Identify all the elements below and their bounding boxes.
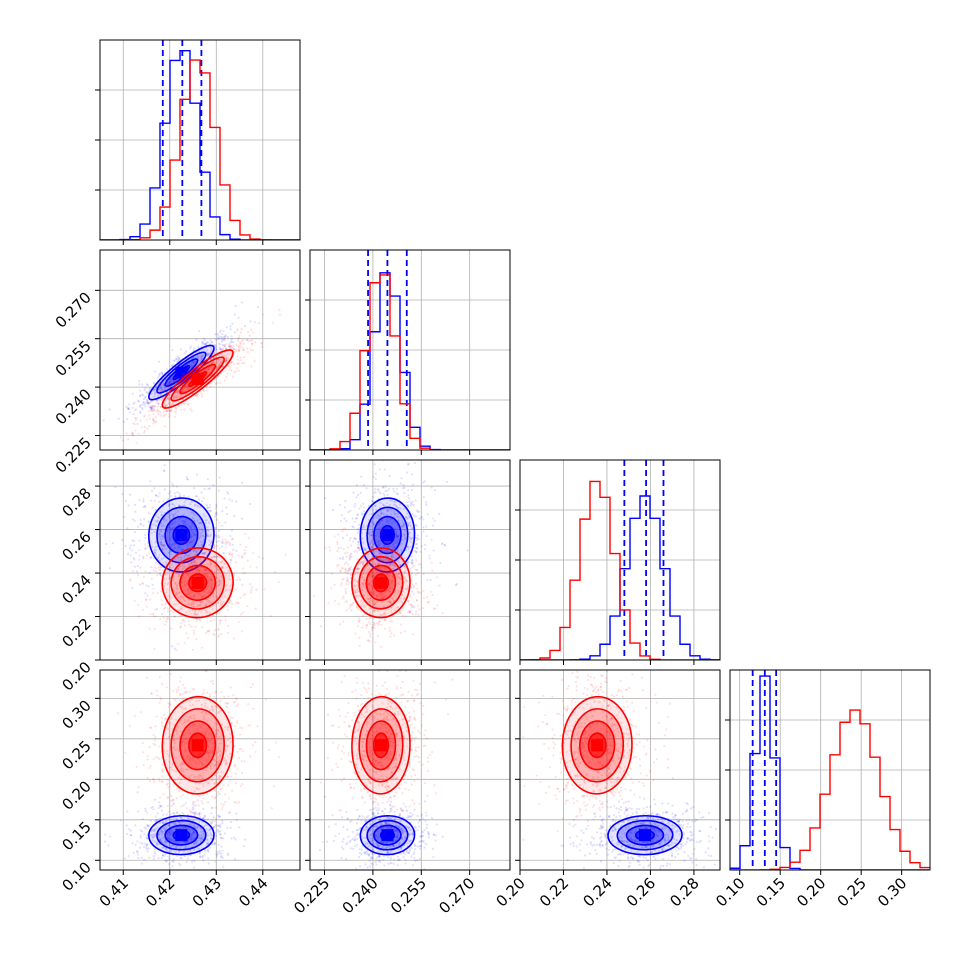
panel-frame: [99, 669, 301, 871]
density-peak: [175, 366, 188, 379]
panel-2-1: [305, 459, 511, 665]
x-tick-label: 0.22: [536, 874, 572, 910]
y-tick-label: 0.20: [58, 658, 94, 694]
y-tick-label: 0.15: [58, 818, 94, 854]
panel-1-1: [305, 249, 511, 455]
panel-frame: [519, 669, 721, 871]
density-peak: [381, 829, 394, 842]
x-tick-label: 0.25: [834, 874, 870, 910]
density-peak: [374, 739, 387, 752]
x-tick-label: 0.15: [753, 874, 789, 910]
scatter-points: [312, 503, 444, 648]
panel-frame: [309, 669, 511, 871]
histogram-step: [100, 49, 300, 240]
y-tick-label: 0.270: [52, 288, 95, 331]
panel-2-2: [515, 459, 721, 665]
panel-frame: [99, 459, 301, 661]
histogram-step: [520, 480, 720, 660]
density-peak: [374, 576, 387, 589]
density-peak: [591, 739, 604, 752]
density-peak: [175, 829, 188, 842]
y-tick-label: 0.225: [52, 434, 95, 477]
density-peak: [175, 529, 188, 541]
y-tick-label: 0.24: [58, 571, 94, 607]
panel-3-2: 0.20 0.22 0.24 0.26 0.28: [492, 669, 721, 910]
x-tick-label: 0.43: [189, 874, 225, 910]
x-tick-label: 0.240: [339, 874, 382, 917]
x-tick-label: 0.42: [142, 874, 178, 910]
y-tick-label: 0.240: [52, 385, 95, 428]
panel-0-0: [95, 39, 301, 245]
scatter-points: [117, 670, 281, 863]
x-tick-label: 0.41: [96, 874, 132, 910]
x-tick-label: 0.20: [492, 874, 528, 910]
x-tick-label: 0.24: [579, 874, 615, 910]
panel-3-1: 0.225 0.240 0.255 0.270: [290, 669, 511, 917]
panel-frame: [309, 459, 511, 661]
y-tick-label: 0.10: [58, 858, 94, 894]
x-tick-label: 0.225: [290, 874, 333, 917]
panel-frame: [519, 459, 721, 661]
histogram-step: [310, 274, 510, 450]
panel-frame: [99, 39, 301, 241]
y-tick-label: 0.25: [58, 737, 94, 773]
density-peak: [191, 373, 204, 386]
density-peak: [191, 739, 204, 752]
panel-3-0: 0.41 0.42 0.43 0.44 0.10 0.15 0.20 0.25 0.30: [58, 669, 301, 910]
y-tick-label: 0.26: [58, 528, 94, 564]
scatter-points: [105, 464, 264, 650]
density-peak: [639, 829, 651, 842]
panel-frame: [99, 249, 301, 451]
y-tick-label: 0.28: [58, 484, 94, 520]
x-tick-label: 0.44: [235, 874, 271, 910]
x-tick-label: 0.255: [387, 874, 430, 917]
panel-2-0: 0.20 0.22 0.24 0.26 0.28: [58, 459, 301, 694]
y-tick-label: 0.30: [58, 696, 94, 732]
y-tick-label: 0.20: [58, 777, 94, 813]
density-peak: [381, 529, 394, 541]
y-tick-label: 0.22: [58, 615, 94, 651]
x-tick-label: 0.20: [793, 874, 829, 910]
x-tick-label: 0.30: [874, 874, 910, 910]
y-tick-label: 0.255: [52, 337, 95, 380]
panel-1-0: 0.225 0.240 0.255 0.270: [52, 249, 301, 477]
panel-frame: [309, 249, 511, 451]
density-peak: [191, 576, 204, 589]
panel-frame: [729, 669, 931, 871]
x-tick-label: 0.26: [623, 874, 659, 910]
x-tick-label: 0.270: [435, 874, 478, 917]
x-tick-label: 0.10: [712, 874, 748, 910]
panel-3-3: 0.10 0.15 0.20 0.25 0.30: [712, 669, 931, 910]
x-tick-label: 0.28: [666, 874, 702, 910]
